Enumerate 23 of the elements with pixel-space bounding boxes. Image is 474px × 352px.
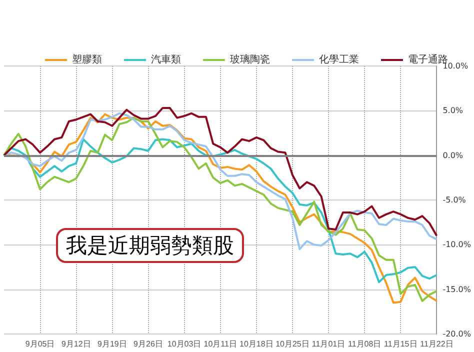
- x-tick-label: 10月25日: [276, 340, 310, 348]
- y-tick-label: 0.0%: [442, 150, 464, 160]
- y-tick-label: -20.0%: [442, 330, 472, 338]
- legend-label: 玻璃陶瓷: [230, 54, 270, 66]
- x-tick-label: 10月18日: [240, 340, 274, 348]
- x-tick-label: 9月26日: [134, 340, 163, 348]
- y-tick-label: -10.0%: [442, 240, 472, 250]
- x-tick-label: 10月03日: [167, 340, 202, 348]
- legend-label: 汽車類: [151, 54, 181, 66]
- x-tick-label: 10月11日: [204, 340, 237, 348]
- x-tick-label: 11月22日: [420, 340, 454, 348]
- annotation: 我是近期弱勢類股: [66, 234, 234, 258]
- x-tick-label: 9月12日: [61, 340, 91, 348]
- x-tick-label: 9月05日: [25, 340, 55, 348]
- y-tick-label: -15.0%: [442, 284, 472, 294]
- y-tick-label: -5.0%: [442, 196, 466, 204]
- x-tick-label: 11月01日: [312, 340, 346, 348]
- x-tick-label: 11月15日: [384, 340, 418, 348]
- y-tick-label: 5.0%: [442, 106, 464, 116]
- x-tick-label: 9月19日: [97, 340, 127, 348]
- x-tick-label: 11月08日: [348, 340, 382, 348]
- legend-label: 化學工業: [319, 54, 359, 66]
- legend-label: 塑膠類: [72, 54, 102, 66]
